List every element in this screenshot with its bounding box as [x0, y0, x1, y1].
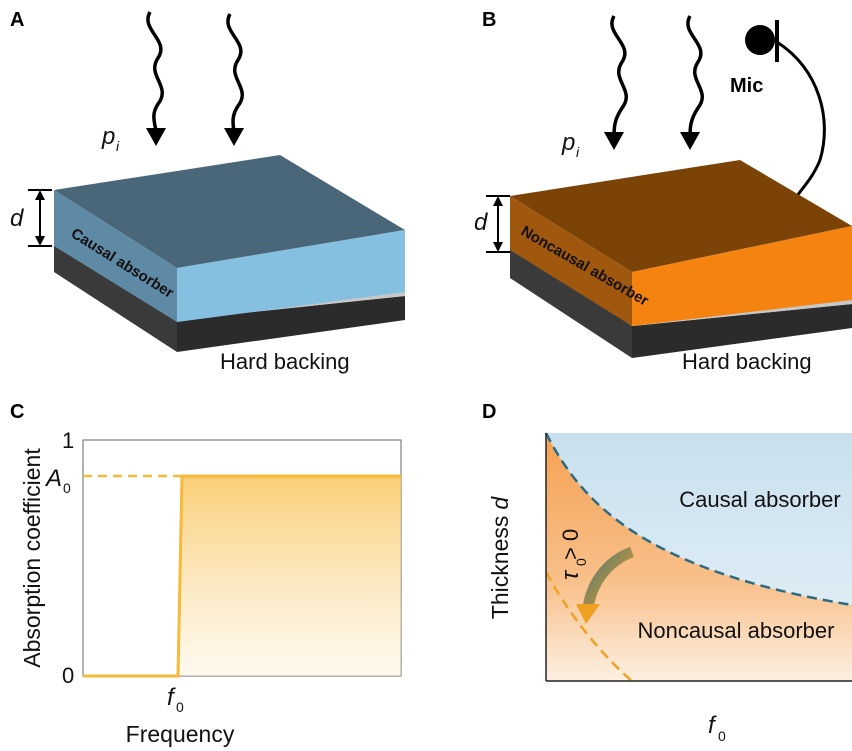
- causal-boundary-curve: [544, 432, 852, 607]
- pressure-label: p: [561, 129, 575, 156]
- lower-boundary-curve: [544, 571, 633, 682]
- panel-b-label: B: [482, 9, 496, 31]
- absorber-a-top: [54, 155, 405, 268]
- f0-tick-subscript: 0: [176, 699, 184, 715]
- backing-label: Hard backing: [220, 349, 350, 374]
- y-tick-0: 0: [62, 663, 74, 688]
- backing-left-face: [510, 246, 632, 358]
- pressure-subscript: i: [116, 138, 120, 154]
- causal-region-label: Causal absorber: [679, 487, 840, 512]
- x-axis-subscript: 0: [718, 728, 726, 744]
- pressure-subscript: i: [576, 144, 580, 160]
- panel-c-label: C: [10, 401, 24, 423]
- thickness-arrowhead-down: [35, 236, 45, 246]
- backing-left-face: [54, 240, 177, 352]
- a0-tick-label: A: [44, 465, 62, 492]
- incident-wave-1: [146, 11, 164, 135]
- backing-label: Hard backing: [682, 349, 812, 374]
- thickness-label: d: [10, 205, 24, 232]
- panel-a: A p i Causal absorber d Hard backing: [10, 9, 405, 374]
- x-axis-title: Frequency: [126, 721, 235, 747]
- backing-front-face: [632, 304, 852, 358]
- noncausal-region-label: Noncausal absorber: [638, 618, 835, 643]
- wave-arrowhead-2: [680, 132, 700, 150]
- tau-subscript: 0: [573, 558, 589, 566]
- thickness-arrowhead-up: [35, 190, 45, 200]
- a0-tick-subscript: 0: [63, 480, 71, 496]
- y-tick-1: 1: [62, 428, 74, 453]
- panel-a-label: A: [10, 9, 24, 31]
- noncausal-region: [546, 433, 852, 681]
- thickness-label: d: [474, 209, 488, 236]
- absorber-a-front: [177, 230, 405, 322]
- wave-arrowhead-2: [224, 128, 244, 146]
- panel-c: C 1 0 A 0 f 0 Frequency Absorption coeff…: [10, 401, 402, 747]
- y-axis-title: Absorption coefficient: [19, 448, 45, 668]
- y-axis-title: Thicknessd: [487, 496, 513, 620]
- thickness-arrowhead-down: [493, 242, 503, 252]
- mic-label: Mic: [730, 75, 763, 97]
- curved-arrowhead-icon: [576, 604, 600, 624]
- mic-cable: [776, 40, 826, 199]
- absorber-b-side: [510, 196, 632, 326]
- tau-relation: > 0: [558, 529, 583, 560]
- curved-arrow: [582, 546, 635, 610]
- mic-icon: [745, 25, 775, 55]
- absorber-b-front: [632, 226, 852, 326]
- wave-arrowhead-1: [604, 132, 624, 150]
- panel-d-label: D: [482, 401, 496, 423]
- absorption-series-line: [83, 474, 401, 678]
- incident-wave-2: [686, 15, 704, 139]
- absorber-b-top: [510, 160, 852, 272]
- f0-tick-label: f: [167, 684, 176, 711]
- incident-wave-1: [610, 15, 628, 139]
- x-axis-title: f: [708, 712, 717, 739]
- absorption-fill: [178, 476, 401, 676]
- wave-arrowhead-1: [146, 128, 166, 146]
- absorber-a-side: [54, 190, 177, 322]
- tau-label: τ: [557, 569, 584, 580]
- thickness-arrowhead-up: [493, 196, 503, 206]
- incident-wave-2: [226, 13, 244, 135]
- pressure-label: p: [101, 123, 115, 150]
- backing-front-face: [177, 296, 405, 352]
- panel-b: B p i Mic Noncausal absorber d Hard back…: [474, 9, 852, 374]
- panel-d: D τ 0 > 0 Causal absorber Noncausal abso…: [482, 401, 852, 744]
